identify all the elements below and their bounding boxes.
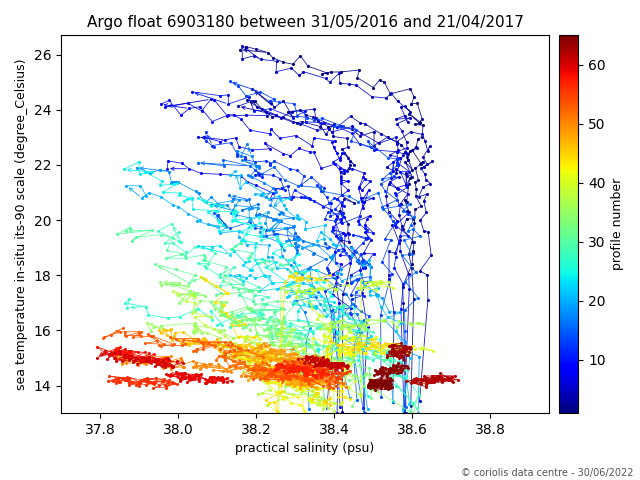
Title: Argo float 6903180 between 31/05/2016 and 21/04/2017: Argo float 6903180 between 31/05/2016 an… [86,15,524,30]
Y-axis label: profile number: profile number [611,178,624,270]
X-axis label: practical salinity (psu): practical salinity (psu) [236,443,374,456]
Y-axis label: sea temperature in-situ its-90 scale (degree_Celsius): sea temperature in-situ its-90 scale (de… [15,59,28,390]
Text: © coriolis data centre - 30/06/2022: © coriolis data centre - 30/06/2022 [461,468,634,478]
